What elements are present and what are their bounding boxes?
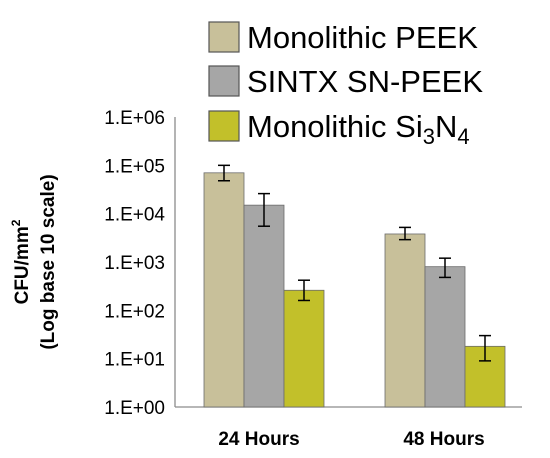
y-tick-label: 1.E+05 [104,156,165,177]
bar-monolithic-peek-48-hours [384,233,426,408]
error-bars [218,164,491,362]
legend-swatch-sintx-sn-peek [208,65,240,97]
y-axis-label: CFU/mm2 (Log base 10 scale) [9,174,59,349]
y-tick-label: 1.E+02 [104,301,165,322]
legend: Monolithic PEEK SINTX SN-PEEK Monolithic… [208,20,483,149]
bars [203,172,506,408]
legend-label-monolithic-peek: Monolithic PEEK [247,20,478,55]
legend-swatch-monolithic-peek [208,21,240,53]
bar-monolithic-peek-24-hours [203,172,245,408]
legend-label-monolithic-si3n4: Monolithic Si3N4 [247,109,470,149]
legend-swatch-monolithic-si3n4 [208,110,240,142]
y-axis-label-line2: (Log base 10 scale) [38,174,59,349]
bar-sintx-sn-peek-24-hours [243,204,285,408]
y-tick-label: 1.E+06 [104,108,165,129]
x-category-label: 48 Hours [403,429,484,450]
y-tick-label: 1.E+04 [104,205,165,226]
bar-sintx-sn-peek-48-hours [424,266,466,408]
y-axis-label-line1: CFU/mm2 [9,219,33,304]
x-category-labels: 24 Hours 48 Hours [218,429,484,450]
y-tick-label: 1.E+00 [104,398,165,419]
y-tick-label: 1.E+03 [104,253,165,274]
x-category-label: 24 Hours [218,429,299,450]
legend-label-sintx-sn-peek: SINTX SN-PEEK [247,64,483,99]
y-tick-labels: 1.E+00 1.E+01 1.E+02 1.E+03 1.E+04 1.E+05 1.E+… [104,108,165,419]
y-tick-label: 1.E+01 [104,350,165,371]
bar-monolithic-si3n4-24-hours [283,289,325,408]
